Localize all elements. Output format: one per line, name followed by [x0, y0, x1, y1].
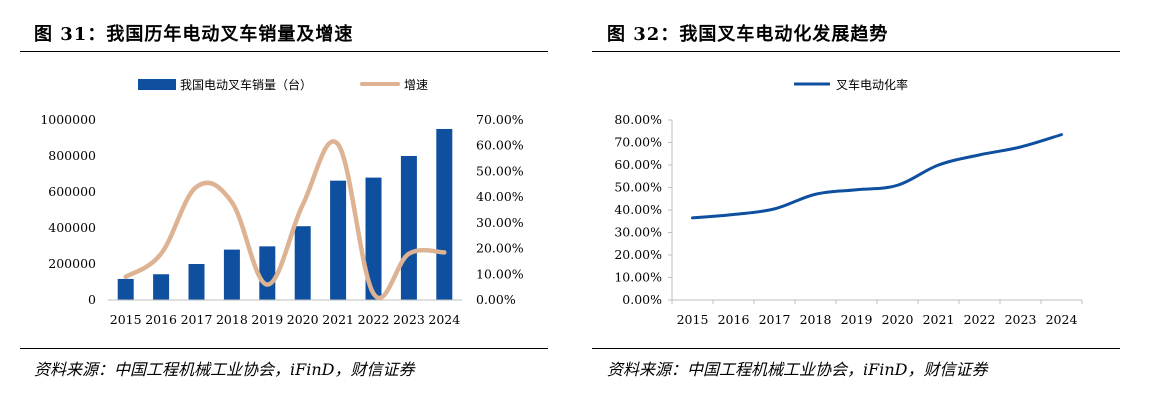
y-left-tick-label: 800000 — [48, 148, 96, 163]
x-tick-label: 2018 — [216, 312, 248, 327]
x-tick-label: 2020 — [882, 312, 914, 327]
x-tick-label: 2019 — [251, 312, 283, 327]
x-tick-label: 2017 — [759, 312, 791, 327]
x-tick-label: 2015 — [677, 312, 709, 327]
y-right-tick-label: 20.00% — [476, 241, 524, 256]
x-tick-label: 2016 — [145, 312, 177, 327]
x-tick-label: 2024 — [428, 312, 460, 327]
y-left-tick-label: 200000 — [48, 256, 96, 271]
y-left-tick-label: 400000 — [48, 220, 96, 235]
x-tick-label: 2017 — [181, 312, 213, 327]
y-left-tick-label: 600000 — [48, 184, 96, 199]
bar-2017 — [188, 264, 205, 300]
bar-2023 — [400, 156, 417, 300]
y-tick-label: 10.00% — [614, 270, 662, 285]
left-chart-title: 图 31：我国历年电动叉车销量及增速 — [34, 24, 354, 45]
legend-label-rate: 叉车电动化率 — [836, 77, 908, 92]
y-tick-label: 50.00% — [614, 180, 662, 195]
bar-2022 — [365, 177, 382, 300]
x-tick-label: 2023 — [1005, 312, 1037, 327]
legend-label-sales: 我国电动叉车销量（台） — [180, 77, 312, 92]
bar-2018 — [223, 249, 240, 300]
left-title-rule — [20, 51, 548, 52]
x-tick-label: 2021 — [923, 312, 955, 327]
bar-2019 — [259, 246, 276, 300]
legend-swatch-bar — [138, 79, 176, 90]
y-tick-label: 70.00% — [614, 135, 662, 150]
electrification-rate-line — [691, 133, 1063, 220]
y-tick-label: 40.00% — [614, 202, 662, 217]
right-chart-source: 资料来源：中国工程机械工业协会，iFinD，财信证券 — [607, 360, 988, 379]
right-source-rule — [592, 348, 1120, 349]
y-tick-label: 60.00% — [614, 157, 662, 172]
y-right-tick-label: 30.00% — [476, 215, 524, 230]
y-right-tick-label: 10.00% — [476, 266, 524, 281]
right-chart-svg: 叉车电动化率 0.00% 10.00% 20.00% 30.00% 40.00% 50.00… — [614, 77, 1083, 327]
y-tick-label: 20.00% — [614, 247, 662, 262]
y-right-tick-label: 40.00% — [476, 189, 524, 204]
right-chart-title: 图 32：我国叉车电动化发展趋势 — [607, 24, 889, 45]
left-chart-panel: 图 31：我国历年电动叉车销量及增速 我国电动叉车销量（台） 增速 2015 2016… — [0, 0, 560, 420]
x-tick-label: 2018 — [800, 312, 832, 327]
right-chart-panel: 图 32：我国叉车电动化发展趋势 叉车电动化率 0.00% 10.00% 20.00%… — [576, 0, 1152, 420]
y-left-tick-label: 0 — [88, 292, 96, 307]
y-right-tick-label: 0.00% — [476, 292, 516, 307]
y-tick-label: 80.00% — [614, 112, 662, 127]
bar-2020 — [294, 226, 311, 300]
y-right-tick-label: 70.00% — [476, 112, 524, 127]
x-tick-label: 2022 — [358, 312, 390, 327]
right-title-rule — [592, 51, 1120, 52]
bar-2016 — [153, 274, 170, 300]
legend-label-growth: 增速 — [404, 78, 428, 92]
x-tick-label: 2022 — [964, 312, 996, 327]
left-source-rule — [20, 348, 548, 349]
growth-line — [123, 139, 447, 300]
x-tick-label: 2015 — [110, 312, 142, 327]
left-chart-source: 资料来源：中国工程机械工业协会，iFinD，财信证券 — [34, 360, 415, 379]
bar-2015 — [117, 278, 134, 300]
y-left-tick-label: 1000000 — [40, 112, 96, 127]
x-tick-label: 2020 — [287, 312, 319, 327]
x-tick-label: 2016 — [718, 312, 750, 327]
x-tick-label: 2021 — [322, 312, 354, 327]
x-tick-label: 2023 — [393, 312, 425, 327]
x-tick-label: 2019 — [841, 312, 873, 327]
y-right-tick-label: 60.00% — [476, 138, 524, 153]
y-tick-label: 30.00% — [614, 225, 662, 240]
y-tick-label: 0.00% — [622, 292, 662, 307]
y-right-tick-label: 50.00% — [476, 163, 524, 178]
bar-2024 — [436, 129, 453, 300]
x-tick-label: 2024 — [1046, 312, 1078, 327]
bar-2021 — [330, 180, 347, 300]
